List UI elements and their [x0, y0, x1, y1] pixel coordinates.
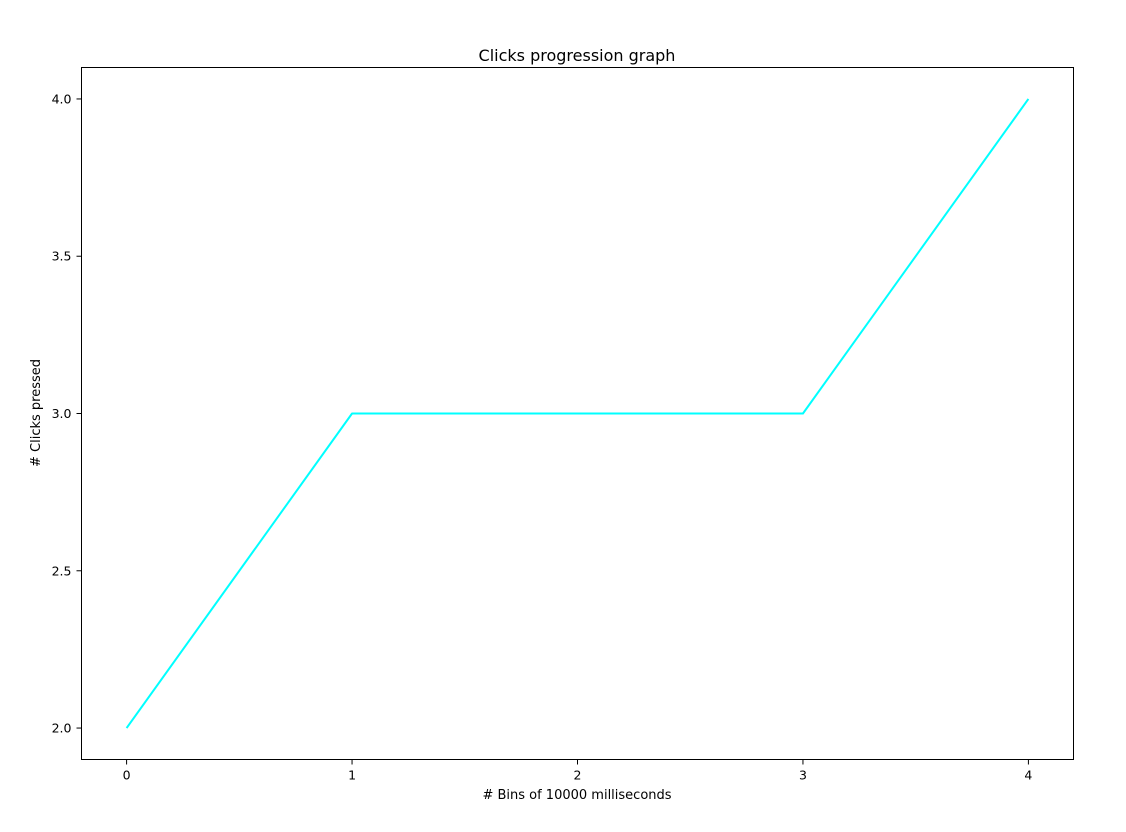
- x-axis: 0 1 2 3 4: [123, 759, 1032, 783]
- x-tick-label: 2: [574, 768, 582, 783]
- y-tick-label: 3.5: [52, 249, 72, 264]
- y-axis: 2.0 2.5 3.0 3.5 4.0: [52, 91, 82, 736]
- series-layer: [125, 98, 1030, 729]
- x-tick-label: 1: [348, 768, 356, 783]
- y-tick-label: 2.0: [52, 721, 72, 736]
- y-tick-label: 4.0: [52, 91, 72, 106]
- y-tick-label: 2.5: [52, 563, 72, 578]
- x-tick-label: 3: [799, 768, 807, 783]
- x-axis-label: # Bins of 10000 milliseconds: [482, 788, 671, 803]
- y-axis-label: # Clicks pressed: [29, 359, 44, 467]
- x-tick-label: 0: [123, 768, 131, 783]
- x-tick-label: 4: [1024, 768, 1032, 783]
- y-tick-label: 3.0: [52, 406, 72, 421]
- series-line: [125, 98, 1030, 729]
- chart-title: Clicks progression graph: [479, 46, 676, 65]
